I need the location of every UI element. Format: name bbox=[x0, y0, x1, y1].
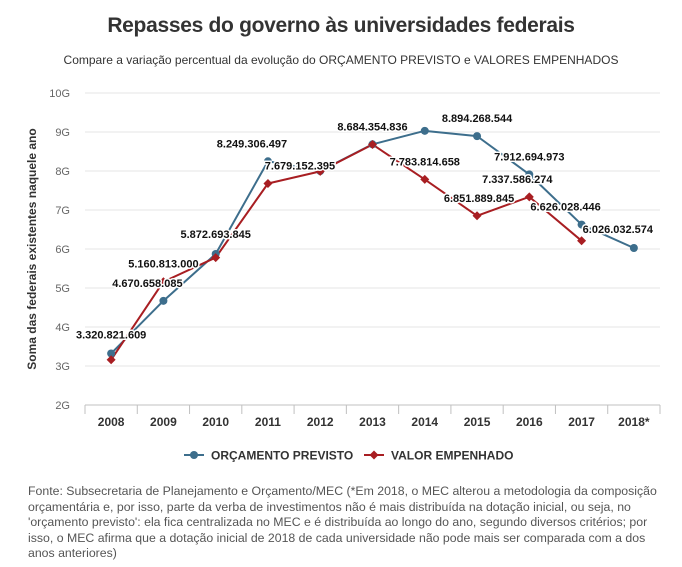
x-tick-label: 2018* bbox=[618, 415, 650, 429]
y-tick-label: 3G bbox=[55, 361, 70, 373]
x-tick-label: 2016 bbox=[516, 415, 543, 429]
data-point bbox=[525, 170, 534, 179]
series bbox=[106, 126, 638, 365]
chart-subtitle: Compare a variação percentual da evoluçã… bbox=[63, 53, 619, 67]
data-point bbox=[158, 277, 168, 287]
grid bbox=[85, 92, 660, 406]
data-point bbox=[263, 179, 273, 189]
legend[interactable]: ORÇAMENTO PREVISTO VALOR EMPENHADO bbox=[184, 449, 513, 463]
data-label: 6.851.889.845 bbox=[444, 193, 514, 205]
data-point bbox=[577, 220, 586, 229]
data-point bbox=[473, 132, 482, 141]
data-point bbox=[315, 166, 325, 176]
data-label: 8.684.354.836 bbox=[337, 121, 407, 133]
data-label: 7.783.814.658 bbox=[390, 156, 460, 168]
y-tick-label: 10G bbox=[49, 88, 70, 100]
y-tick-label: 8G bbox=[55, 166, 70, 178]
data-label: 7.912.694.973 bbox=[494, 151, 564, 163]
y-tick-label: 5G bbox=[55, 283, 70, 295]
x-tick-label: 2014 bbox=[411, 415, 438, 429]
data-point bbox=[263, 157, 272, 166]
data-label: 6.026.032.574 bbox=[583, 224, 654, 236]
x-tick-label: 2015 bbox=[464, 415, 491, 429]
data-label: 8.894.268.544 bbox=[442, 113, 513, 125]
x-axis: 2008 2009 2010 2011 2012 2013 2014 2015 2016 2017… bbox=[84, 405, 661, 429]
y-tick-label: 4G bbox=[55, 322, 70, 334]
data-point bbox=[420, 174, 430, 184]
y-tick-label: 7G bbox=[55, 205, 70, 217]
y-tick-label: 2G bbox=[55, 400, 70, 412]
series-line bbox=[110, 129, 635, 355]
series-line bbox=[110, 143, 583, 361]
data-point bbox=[420, 126, 429, 135]
data-label: 3.320.821.609 bbox=[76, 329, 146, 341]
legend-label: ORÇAMENTO PREVISTO bbox=[211, 449, 353, 463]
x-tick-label: 2017 bbox=[568, 415, 595, 429]
data-point bbox=[368, 139, 377, 149]
x-tick-label: 2010 bbox=[202, 415, 229, 429]
data-point bbox=[106, 355, 116, 365]
y-tick-label: 6G bbox=[55, 244, 70, 256]
data-point bbox=[577, 236, 587, 246]
x-tick-label: 2008 bbox=[98, 415, 125, 429]
y-tick-label: 9G bbox=[55, 127, 70, 139]
data-label: 7.679.152.395 bbox=[265, 161, 335, 173]
x-tick-label: 2009 bbox=[150, 415, 177, 429]
source-note: Fonte: Subsecretaria de Planejamento e O… bbox=[28, 484, 657, 560]
chart-title: Repasses do governo às universidades fed… bbox=[107, 14, 575, 37]
data-point bbox=[472, 211, 482, 221]
data-point bbox=[159, 296, 168, 305]
data-labels: 3.320.821.609 4.670.658.085 5.872.693.845 8… bbox=[74, 112, 655, 343]
y-axis-label: Soma das federais existentes naquele ano bbox=[25, 128, 39, 369]
data-point bbox=[629, 243, 638, 252]
legend-marker bbox=[190, 451, 198, 459]
x-tick-label: 2013 bbox=[359, 415, 386, 429]
data-point bbox=[211, 253, 221, 263]
data-label: 5.160.813.000 bbox=[128, 259, 198, 271]
data-point bbox=[107, 349, 116, 358]
legend-marker bbox=[369, 450, 379, 460]
y-axis: 2G 3G 4G 5G 6G 7G 8G 9G 10G bbox=[49, 88, 70, 412]
legend-label: VALOR EMPENHADO bbox=[391, 449, 513, 463]
data-label: 5.872.693.845 bbox=[181, 229, 251, 241]
data-label: 7.337.586.274 bbox=[482, 174, 553, 186]
x-tick-label: 2011 bbox=[255, 415, 281, 429]
data-label: 8.249.306.497 bbox=[217, 138, 287, 150]
line-chart: 2008 2009 2010 2011 2012 2013 2014 2015 2016 2017… bbox=[25, 88, 661, 463]
data-point bbox=[524, 192, 534, 202]
x-tick-label: 2012 bbox=[307, 415, 334, 429]
data-label: 6.626.028.446 bbox=[530, 202, 600, 214]
data-label: 4.670.658.085 bbox=[112, 278, 182, 290]
